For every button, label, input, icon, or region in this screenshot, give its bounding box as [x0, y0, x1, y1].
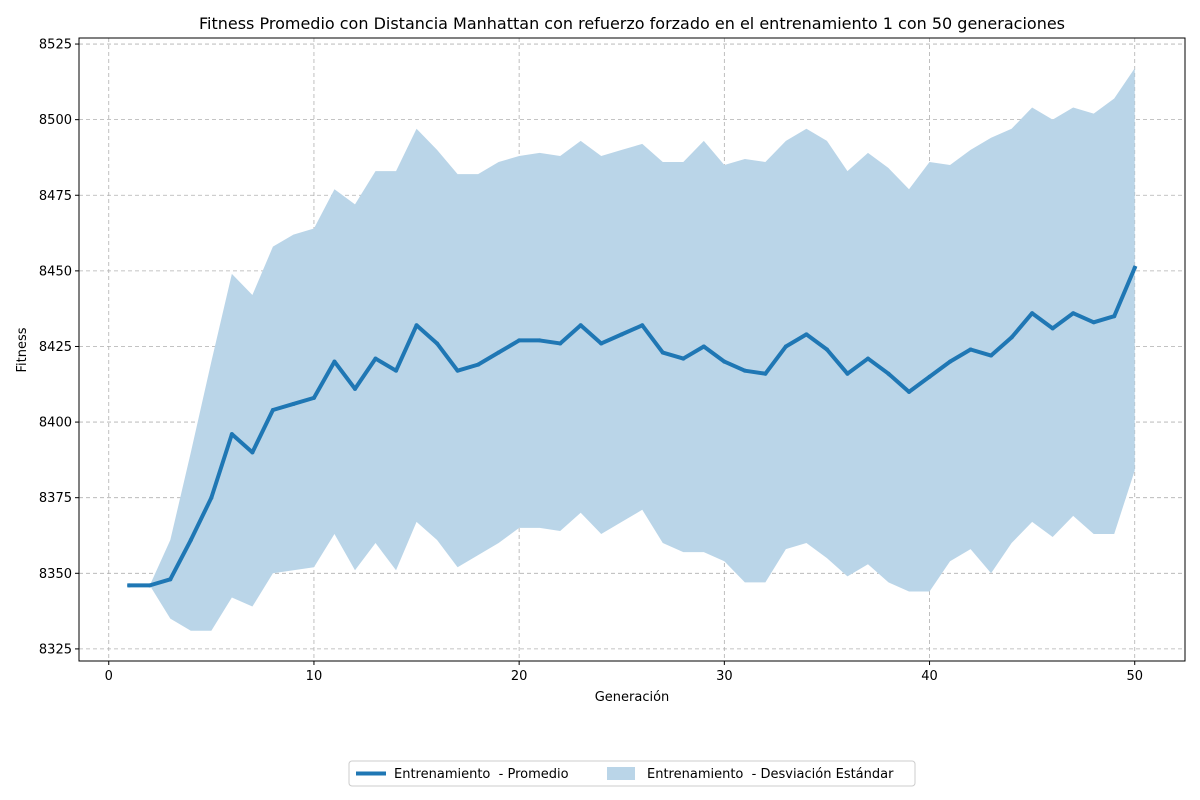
- mean-point: [1009, 335, 1014, 340]
- y-tick-label: 8450: [39, 264, 72, 279]
- mean-point: [168, 577, 173, 582]
- x-tick-label: 40: [921, 669, 938, 684]
- mean-point: [968, 347, 973, 352]
- mean-point: [640, 323, 645, 328]
- x-tick-label: 30: [716, 669, 733, 684]
- std-band: [129, 68, 1135, 631]
- mean-point: [209, 495, 214, 500]
- y-tick-label: 8375: [39, 491, 72, 506]
- std-band-layer: [129, 68, 1135, 631]
- x-tick-label: 50: [1126, 669, 1143, 684]
- y-tick-label: 8475: [39, 189, 72, 204]
- y-tick-label: 8500: [39, 113, 72, 128]
- mean-point: [270, 407, 275, 412]
- mean-point: [1050, 326, 1055, 331]
- mean-point: [127, 583, 132, 588]
- mean-point: [394, 368, 399, 373]
- mean-point: [578, 323, 583, 328]
- mean-point: [948, 359, 953, 364]
- mean-point: [188, 538, 193, 543]
- mean-point: [229, 432, 234, 437]
- mean-point: [927, 374, 932, 379]
- mean-point: [783, 344, 788, 349]
- x-tick-label: 20: [511, 669, 528, 684]
- mean-point: [865, 356, 870, 361]
- legend: Entrenamiento - Promedio Entrenamiento -…: [348, 760, 916, 787]
- mean-point: [722, 359, 727, 364]
- y-tick-label: 8400: [39, 416, 72, 431]
- mean-point: [147, 583, 152, 588]
- mean-point: [332, 359, 337, 364]
- mean-point: [250, 450, 255, 455]
- mean-point: [496, 350, 501, 355]
- legend-std-label: Entrenamiento - Desviación Estándar: [647, 767, 894, 782]
- y-tick-label: 8350: [39, 567, 72, 582]
- mean-point: [373, 356, 378, 361]
- mean-point: [435, 341, 440, 346]
- x-axis-title: Generación: [595, 690, 670, 705]
- mean-point: [455, 368, 460, 373]
- legend-std-swatch: [607, 767, 635, 780]
- mean-point: [599, 341, 604, 346]
- y-axis-title: Fitness: [15, 327, 30, 372]
- mean-point: [291, 401, 296, 406]
- mean-point: [537, 338, 542, 343]
- mean-point: [517, 338, 522, 343]
- legend-mean-label: Entrenamiento - Promedio: [394, 767, 569, 782]
- mean-point: [1132, 265, 1137, 270]
- mean-point: [824, 347, 829, 352]
- mean-point: [845, 371, 850, 376]
- mean-point: [763, 371, 768, 376]
- mean-point: [886, 371, 891, 376]
- y-tick-label: 8425: [39, 340, 72, 355]
- mean-point: [1071, 311, 1076, 316]
- mean-point: [476, 362, 481, 367]
- x-tick-label: 0: [105, 669, 113, 684]
- y-tick-label: 8325: [39, 642, 72, 657]
- mean-point: [414, 323, 419, 328]
- mean-point: [989, 353, 994, 358]
- mean-point: [907, 389, 912, 394]
- x-tick-label: 10: [306, 669, 323, 684]
- mean-point: [681, 356, 686, 361]
- mean-point: [1091, 320, 1096, 325]
- mean-point: [1112, 314, 1117, 319]
- mean-point: [701, 344, 706, 349]
- mean-point: [1030, 311, 1035, 316]
- mean-point: [619, 332, 624, 337]
- mean-point: [558, 341, 563, 346]
- x-axis-ticks: 0 10 20 30 40 50: [105, 661, 1143, 684]
- mean-point: [660, 350, 665, 355]
- y-tick-label: 8525: [39, 38, 72, 53]
- mean-point: [804, 332, 809, 337]
- y-axis-ticks: 8325 8350 8375 8400 8425 8450 8475 8500 8525: [39, 38, 79, 657]
- chart-title: Fitness Promedio con Distancia Manhattan…: [199, 14, 1065, 33]
- plot-frame: [78, 37, 1186, 662]
- mean-line-layer: [127, 265, 1138, 588]
- mean-line: [127, 265, 1138, 588]
- mean-point: [352, 386, 357, 391]
- mean-point: [311, 395, 316, 400]
- mean-point: [742, 368, 747, 373]
